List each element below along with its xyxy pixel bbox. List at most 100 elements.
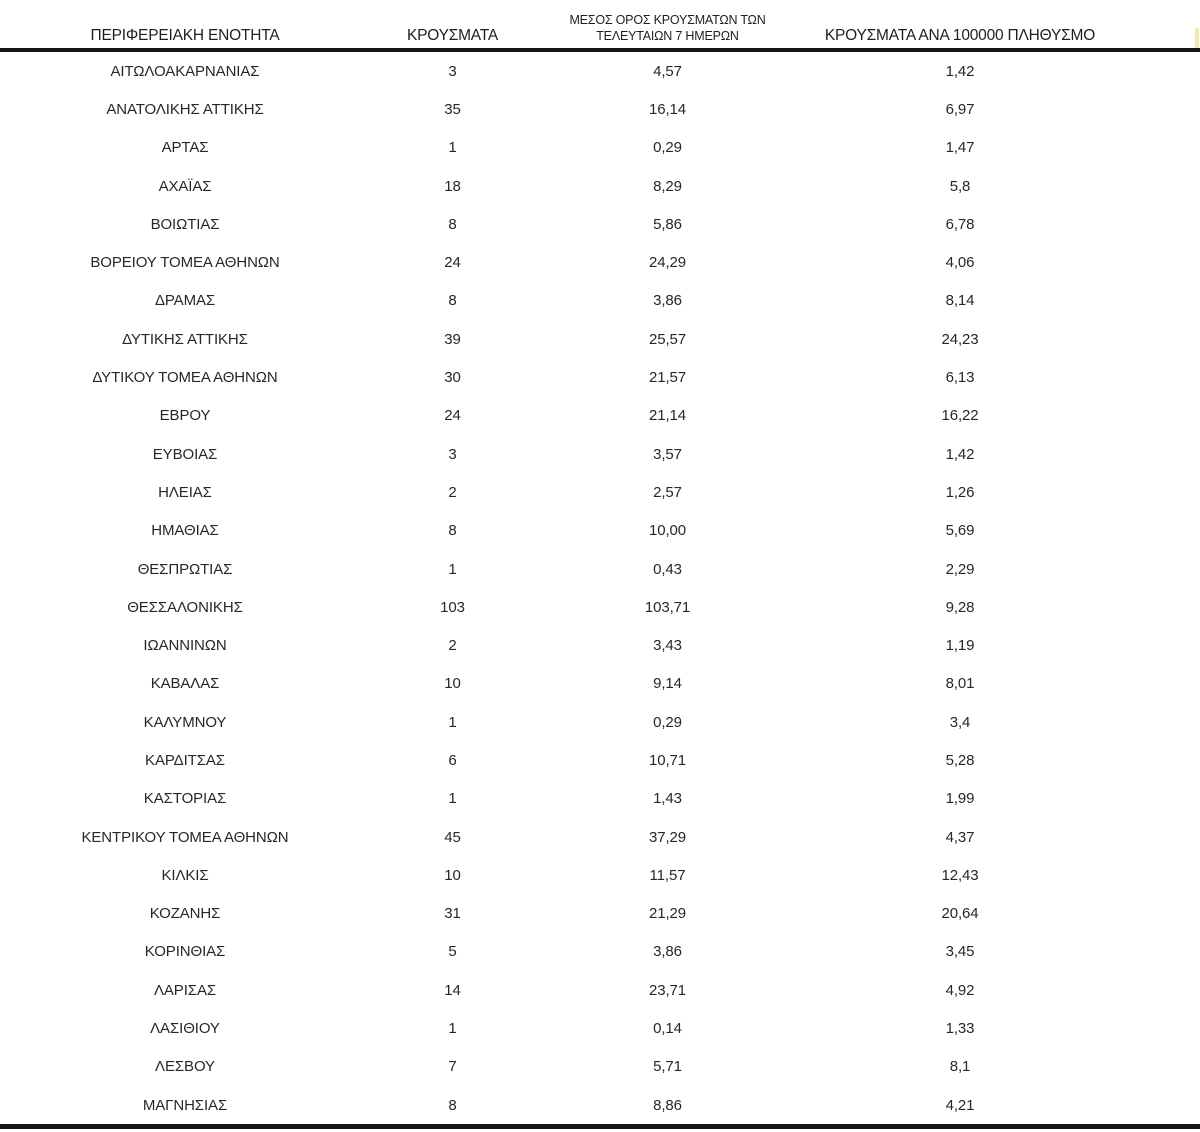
cases-cell: 8: [448, 522, 457, 540]
filler-cell: [1120, 626, 1200, 664]
cases-cell: 8: [448, 215, 457, 233]
filler-cell: [1120, 129, 1200, 167]
avg7-cell: 8,86: [653, 1096, 682, 1114]
region-cell: ΜΑΓΝΗΣΙΑΣ: [142, 1096, 228, 1114]
filler-cell: [1120, 780, 1200, 818]
cases-cell: 103: [440, 598, 465, 616]
cases-cell: 6: [448, 751, 457, 769]
region-cell: ΚΑΣΤΟΡΙΑΣ: [143, 790, 227, 808]
table-row: ΘΕΣΣΑΛΟΝΙΚΗΣ 103 103,71 9,28: [0, 588, 1200, 626]
table-header: ΠΕΡΙΦΕΡΕΙΑΚΗ ΕΝΟΤΗΤΑ ΚΡΟΥΣΜΑΤΑ ΜΕΣΟΣ ΟΡΟ…: [0, 0, 1200, 52]
table-row: ΚΟΡΙΝΘΙΑΣ 5 3,86 3,45: [0, 933, 1200, 971]
filler-cell: [1120, 665, 1200, 703]
table-row: ΔΡΑΜΑΣ 8 3,86 8,14: [0, 282, 1200, 320]
table-row: ΚΙΛΚΙΣ 10 11,57 12,43: [0, 856, 1200, 894]
filler-cell: [1120, 588, 1200, 626]
region-cell: ΒΟΙΩΤΙΑΣ: [150, 215, 220, 233]
region-cell: ΔΥΤΙΚΗΣ ΑΤΤΙΚΗΣ: [122, 330, 248, 348]
per100k-cell: 4,92: [945, 981, 975, 999]
filler-cell: [1120, 856, 1200, 894]
avg7-cell: 1,43: [653, 790, 682, 808]
cases-cell: 18: [444, 177, 461, 195]
table-row: ΔΥΤΙΚΗΣ ΑΤΤΙΚΗΣ 39 25,57 24,23: [0, 320, 1200, 358]
header-per100k-label: ΚΡΟΥΣΜΑΤΑ ΑΝΑ 100000 ΠΛΗΘΥΣΜΟ: [824, 27, 1096, 44]
table-row: ΗΛΕΙΑΣ 2 2,57 1,26: [0, 473, 1200, 511]
region-cell: ΗΛΕΙΑΣ: [158, 483, 212, 501]
cases-cell: 8: [448, 292, 457, 310]
table-row: ΒΟΡΕΙΟΥ ΤΟΜΕΑ ΑΘΗΝΩΝ 24 24,29 4,06: [0, 243, 1200, 281]
filler-cell: [1120, 243, 1200, 281]
region-cell: ΔΥΤΙΚΟΥ ΤΟΜΕΑ ΑΘΗΝΩΝ: [92, 369, 278, 387]
avg7-cell: 10,71: [648, 751, 687, 769]
avg7-cell: 25,57: [648, 330, 687, 348]
header-avg7: ΜΕΣΟΣ ΟΡΟΣ ΚΡΟΥΣΜΑΤΩΝ ΤΩΝ ΤΕΛΕΥΤΑΙΩΝ 7 Η…: [535, 0, 800, 52]
filler-cell: [1120, 971, 1200, 1009]
region-cell: ΑΙΤΩΛΟΑΚΑΡΝΑΝΙΑΣ: [110, 62, 260, 80]
filler-cell: [1120, 512, 1200, 550]
cases-cell: 39: [444, 330, 461, 348]
table-row: ΛΑΣΙΘΙΟΥ 1 0,14 1,33: [0, 1009, 1200, 1047]
table-row: ΘΕΣΠΡΩΤΙΑΣ 1 0,43 2,29: [0, 550, 1200, 588]
cases-cell: 2: [448, 637, 457, 655]
region-cell: ΕΒΡΟΥ: [159, 407, 211, 425]
cases-cell: 8: [448, 1096, 457, 1114]
table-row: ΕΥΒΟΙΑΣ 3 3,57 1,42: [0, 435, 1200, 473]
per100k-cell: 4,21: [945, 1096, 975, 1114]
per100k-cell: 6,78: [945, 215, 975, 233]
filler-cell: [1120, 818, 1200, 856]
region-cell: ΑΡΤΑΣ: [161, 139, 209, 157]
table-row: ΑΧΑΪΑΣ 18 8,29 5,8: [0, 167, 1200, 205]
per100k-cell: 8,01: [945, 675, 975, 693]
region-cell: ΘΕΣΠΡΩΤΙΑΣ: [137, 560, 233, 578]
per100k-cell: 12,43: [941, 866, 979, 884]
per100k-cell: 1,42: [945, 62, 975, 80]
cases-cell: 1: [448, 713, 457, 731]
avg7-cell: 103,71: [644, 598, 691, 616]
filler-cell: [1120, 473, 1200, 511]
filler-cell: [1120, 741, 1200, 779]
cases-cell: 10: [444, 866, 461, 884]
filler-cell: [1120, 933, 1200, 971]
cases-cell: 10: [444, 675, 461, 693]
region-cell: ΑΝΑΤΟΛΙΚΗΣ ΑΤΤΙΚΗΣ: [106, 100, 264, 118]
cases-cell: 1: [448, 139, 457, 157]
region-cell: ΘΕΣΣΑΛΟΝΙΚΗΣ: [127, 598, 243, 616]
region-cell: ΙΩΑΝΝΙΝΩΝ: [143, 637, 227, 655]
avg7-cell: 21,29: [648, 905, 687, 923]
region-cell: ΚΑΡΔΙΤΣΑΣ: [145, 751, 225, 769]
table-row: ΜΑΓΝΗΣΙΑΣ 8 8,86 4,21: [0, 1086, 1200, 1127]
per100k-cell: 2,29: [945, 560, 975, 578]
per100k-cell: 3,4: [949, 713, 971, 731]
filler-cell: [1120, 282, 1200, 320]
table-row: ΚΕΝΤΡΙΚΟΥ ΤΟΜΕΑ ΑΘΗΝΩΝ 45 37,29 4,37: [0, 818, 1200, 856]
region-cell: ΚΑΒΑΛΑΣ: [150, 675, 220, 693]
region-cell: ΚΟΖΑΝΗΣ: [149, 905, 221, 923]
table-row: ΚΑΡΔΙΤΣΑΣ 6 10,71 5,28: [0, 741, 1200, 779]
filler-cell: [1120, 703, 1200, 741]
header-filler: [1120, 0, 1200, 52]
per100k-cell: 6,13: [945, 369, 975, 387]
cases-cell: 31: [444, 905, 461, 923]
region-cell: ΑΧΑΪΑΣ: [158, 177, 212, 195]
table-row: ΙΩΑΝΝΙΝΩΝ 2 3,43 1,19: [0, 626, 1200, 664]
table-row: ΚΟΖΑΝΗΣ 31 21,29 20,64: [0, 895, 1200, 933]
per100k-cell: 8,14: [945, 292, 975, 310]
table-row: ΛΕΣΒΟΥ 7 5,71 8,1: [0, 1048, 1200, 1086]
cases-cell: 24: [444, 254, 461, 272]
cases-cell: 3: [448, 62, 457, 80]
region-cell: ΕΥΒΟΙΑΣ: [152, 445, 218, 463]
filler-cell: [1120, 358, 1200, 396]
region-cell: ΛΑΣΙΘΙΟΥ: [150, 1020, 220, 1038]
table-row: ΔΥΤΙΚΟΥ ΤΟΜΕΑ ΑΘΗΝΩΝ 30 21,57 6,13: [0, 358, 1200, 396]
scan-artifact: [1195, 28, 1199, 48]
region-cell: ΚΕΝΤΡΙΚΟΥ ΤΟΜΕΑ ΑΘΗΝΩΝ: [81, 828, 289, 846]
region-cell: ΒΟΡΕΙΟΥ ΤΟΜΕΑ ΑΘΗΝΩΝ: [90, 254, 280, 272]
filler-cell: [1120, 1048, 1200, 1086]
avg7-cell: 8,29: [653, 177, 682, 195]
per100k-cell: 16,22: [941, 407, 979, 425]
filler-cell: [1120, 550, 1200, 588]
cases-cell: 3: [448, 445, 457, 463]
filler-cell: [1120, 397, 1200, 435]
per100k-cell: 1,33: [945, 1020, 975, 1038]
avg7-cell: 2,57: [653, 483, 682, 501]
